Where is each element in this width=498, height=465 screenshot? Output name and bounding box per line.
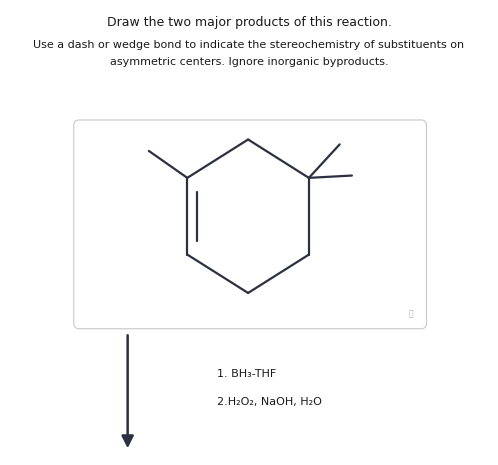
Text: 2.H₂O₂, NaOH, H₂O: 2.H₂O₂, NaOH, H₂O (217, 397, 322, 407)
Text: Draw the two major products of this reaction.: Draw the two major products of this reac… (107, 16, 391, 29)
FancyBboxPatch shape (74, 120, 426, 329)
Text: ⌕: ⌕ (409, 310, 413, 319)
Text: 1. BH₃-THF: 1. BH₃-THF (217, 369, 276, 379)
Text: asymmetric centers. Ignore inorganic byproducts.: asymmetric centers. Ignore inorganic byp… (110, 57, 388, 67)
Text: Use a dash or wedge bond to indicate the stereochemistry of substituents on: Use a dash or wedge bond to indicate the… (33, 40, 465, 50)
